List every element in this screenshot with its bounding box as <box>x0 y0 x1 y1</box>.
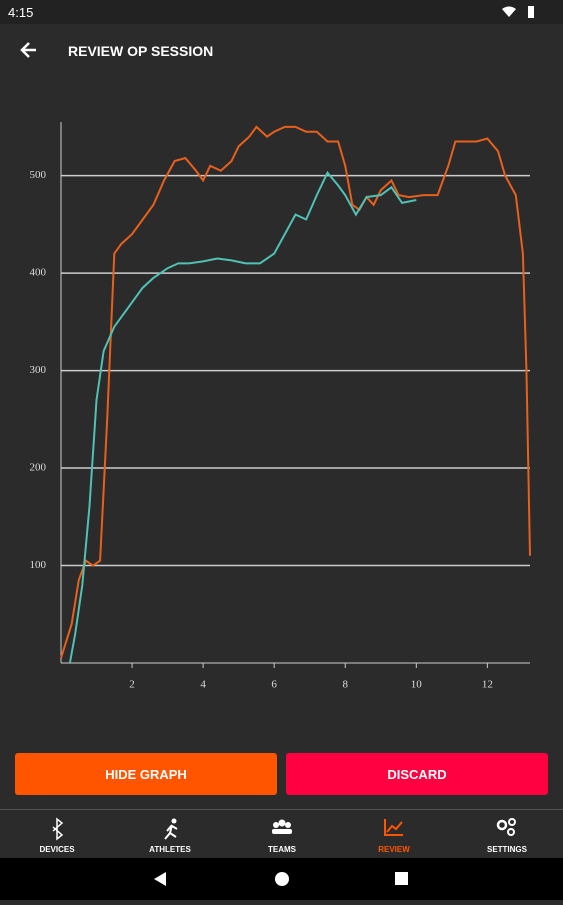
x-tick-label: 6 <box>271 679 277 691</box>
system-nav-icons <box>154 872 408 886</box>
status-icons <box>502 6 534 18</box>
x-tick-label: 2 <box>129 679 135 691</box>
nav-icons <box>52 817 516 841</box>
nav-item[interactable]: ATHLETES <box>149 845 191 854</box>
y-tick-label: 200 <box>30 462 47 474</box>
discard-button[interactable]: DISCARD <box>286 753 548 795</box>
status-time: 4:15 <box>8 5 34 20</box>
y-tick-label: 100 <box>30 559 47 571</box>
nav-item[interactable]: TEAMS <box>268 845 296 854</box>
x-tick-label: 12 <box>482 679 493 691</box>
system-nav <box>0 858 563 900</box>
hide-graph-button[interactable]: HIDE GRAPH <box>15 753 277 795</box>
nav-item[interactable]: SETTINGS <box>486 845 527 854</box>
page-title: REVIEW OP SESSION <box>68 43 214 59</box>
x-tick-label: 8 <box>342 679 348 691</box>
y-tick-label: 500 <box>30 169 47 181</box>
chart: 100 200 300 400 500 2 4 6 8 10 12 <box>30 122 531 691</box>
x-tick-label: 10 <box>411 679 423 691</box>
status-bar: 4:15 <box>0 0 563 24</box>
x-tick-label: 4 <box>200 679 206 691</box>
series-line <box>68 170 417 664</box>
back-button[interactable] <box>18 40 40 60</box>
y-tick-label: 400 <box>30 267 47 279</box>
series-line <box>60 125 531 659</box>
nav-item[interactable]: DEVICES <box>39 845 75 854</box>
nav-item[interactable]: REVIEW <box>378 845 410 854</box>
y-tick-label: 300 <box>30 364 47 376</box>
nav-divider <box>0 809 563 810</box>
